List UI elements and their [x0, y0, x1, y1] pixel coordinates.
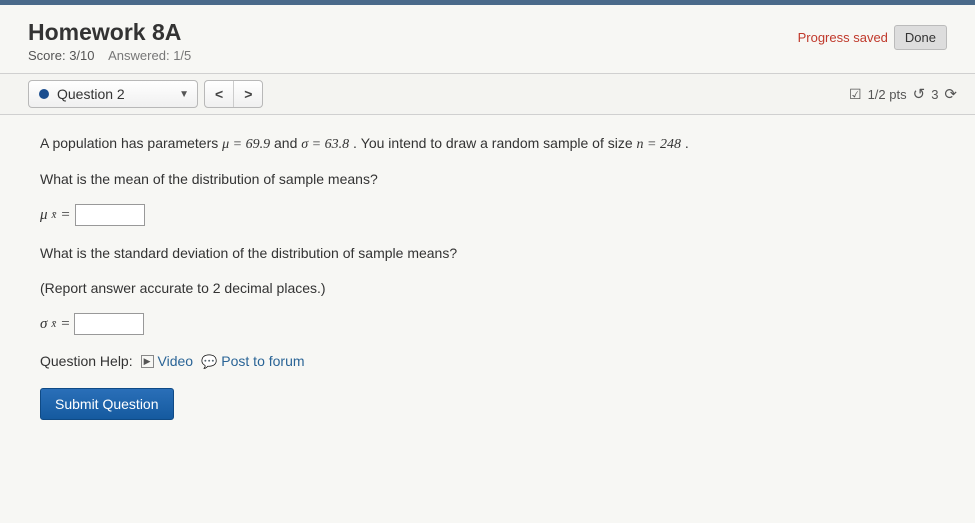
intro-text-2: and: [274, 135, 301, 151]
intro-text-4: .: [685, 135, 689, 151]
page-container: Homework 8A Score: 3/10 Answered: 1/5 Pr…: [0, 0, 975, 523]
mean-answer-input[interactable]: [75, 204, 145, 226]
mu-symbol: μ: [40, 204, 48, 227]
assignment-title: Homework 8A: [28, 19, 191, 46]
progress-saved-text: Progress saved: [798, 30, 888, 45]
reload-icon: ⟳: [944, 85, 957, 103]
sigma-symbol: σ: [40, 313, 47, 336]
score-label: Score:: [28, 48, 66, 63]
problem-intro: A population has parameters μ = 69.9 and…: [40, 133, 935, 155]
question-2-note: (Report answer accurate to 2 decimal pla…: [40, 278, 935, 299]
retry-icon: ↺: [913, 85, 926, 103]
score-check-icon: ☑: [849, 86, 862, 103]
intro-text-1: A population has parameters: [40, 135, 222, 151]
equals-2: =: [60, 313, 70, 336]
question-2-text: What is the standard deviation of the di…: [40, 243, 935, 264]
video-label: Video: [158, 351, 194, 372]
video-icon: ▶: [141, 355, 154, 368]
question-selector[interactable]: Question 2 ▼: [28, 80, 198, 108]
forum-label: Post to forum: [221, 351, 304, 372]
score-line: Score: 3/10 Answered: 1/5: [28, 48, 191, 63]
question-bar: Question 2 ▼ < > ☑ 1/2 pts ↺ 3 ⟳: [0, 73, 975, 115]
answer-row-2: σx̄ =: [40, 313, 935, 336]
intro-text-3: . You intend to draw a random sample of …: [353, 135, 637, 151]
prev-question-button[interactable]: <: [205, 81, 233, 107]
header-left: Homework 8A Score: 3/10 Answered: 1/5: [28, 19, 191, 63]
question-help-row: Question Help: ▶ Video 💬 Post to forum: [40, 351, 935, 372]
header-right: Progress saved Done: [798, 25, 947, 50]
mu-eq: μ = 69.9: [222, 137, 270, 152]
xbar-subscript-1: x̄: [52, 207, 57, 224]
next-question-button[interactable]: >: [233, 81, 262, 107]
stddev-answer-input[interactable]: [74, 313, 144, 335]
done-button[interactable]: Done: [894, 25, 947, 50]
question-content: A population has parameters μ = 69.9 and…: [0, 115, 975, 440]
answered-label: Answered:: [108, 48, 169, 63]
score-value: 3/10: [69, 48, 94, 63]
help-label: Question Help:: [40, 351, 133, 372]
question-status-dot-icon: [39, 89, 49, 99]
equals-1: =: [60, 204, 70, 227]
points-text: 1/2 pts: [868, 87, 907, 102]
question-nav: < >: [204, 80, 263, 108]
question-label: Question 2: [57, 86, 125, 102]
xbar-subscript-2: x̄: [51, 316, 56, 333]
question-bar-right: ☑ 1/2 pts ↺ 3 ⟳: [849, 85, 957, 103]
attempts-text: 3: [931, 87, 938, 102]
n-eq: n = 248: [637, 137, 681, 152]
question-1-text: What is the mean of the distribution of …: [40, 169, 935, 190]
answered-value: 1/5: [173, 48, 191, 63]
forum-help-link[interactable]: 💬 Post to forum: [201, 351, 304, 372]
answer-row-1: μx̄ =: [40, 204, 935, 227]
video-help-link[interactable]: ▶ Video: [141, 351, 193, 372]
chevron-down-icon: ▼: [179, 89, 189, 100]
chat-icon: 💬: [201, 352, 217, 372]
header: Homework 8A Score: 3/10 Answered: 1/5 Pr…: [0, 5, 975, 73]
question-bar-left: Question 2 ▼ < >: [28, 80, 263, 108]
sigma-eq: σ = 63.8: [301, 137, 349, 152]
submit-question-button[interactable]: Submit Question: [40, 388, 174, 420]
